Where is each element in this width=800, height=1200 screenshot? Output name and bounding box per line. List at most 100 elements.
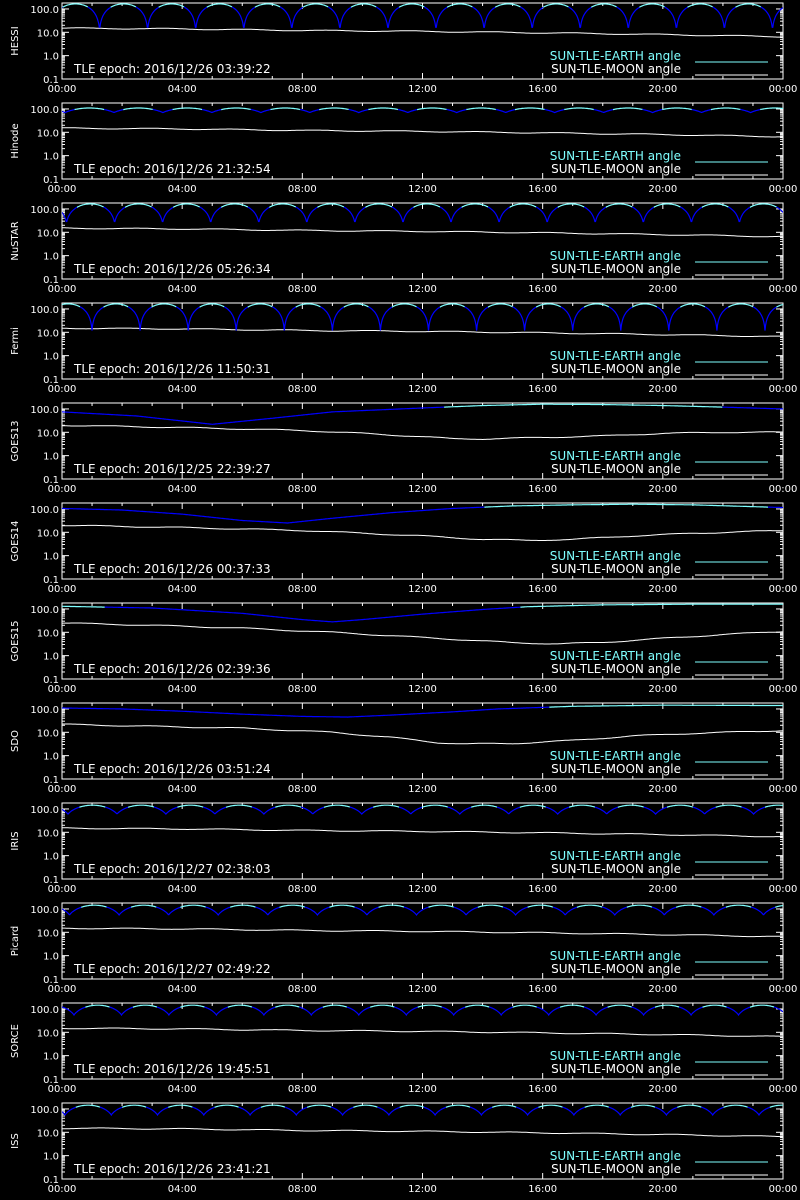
x-tick-label: 00:00 <box>769 284 798 295</box>
x-tick-label: 00:00 <box>48 184 77 195</box>
y-tick-label: 10.0 <box>37 628 59 639</box>
sun-tle-earth-line <box>85 1004 775 1008</box>
panel-satellite-name: GOES13 <box>10 420 21 461</box>
y-tick-label: 1.0 <box>43 52 59 63</box>
panel-satellite-name: HESSI <box>10 26 21 55</box>
legend-moon-label: SUN-TLE-MOON angle <box>551 762 681 776</box>
legend-moon-label: SUN-TLE-MOON angle <box>551 462 681 476</box>
x-tick-label: 16:00 <box>528 284 557 295</box>
x-tick-label: 20:00 <box>648 584 677 595</box>
y-tick-label: 100.0 <box>30 1105 59 1116</box>
sun-tle-earth-line-shadowed <box>62 506 783 524</box>
x-tick-label: 16:00 <box>528 384 557 395</box>
sun-tle-moon-line <box>62 1027 783 1037</box>
y-tick-label: 0.1 <box>43 975 59 986</box>
legend-earth-label: SUN-TLE-EARTH angle <box>550 449 681 463</box>
y-tick-label: 10.0 <box>37 928 59 939</box>
sun-tle-moon-line <box>62 227 783 238</box>
sun-tle-earth-line-shadowed <box>62 108 761 114</box>
legend-moon-label: SUN-TLE-MOON angle <box>551 962 681 976</box>
y-tick-label: 100.0 <box>30 1005 59 1016</box>
y-tick-label: 10.0 <box>37 1028 59 1039</box>
sun-tle-earth-line-shadowed <box>62 1106 770 1117</box>
sun-tle-moon-line <box>62 723 783 745</box>
y-tick-label: 100.0 <box>30 205 59 216</box>
x-tick-label: 00:00 <box>769 184 798 195</box>
x-tick-label: 00:00 <box>48 484 77 495</box>
x-tick-label: 08:00 <box>288 784 317 795</box>
x-tick-label: 08:00 <box>288 1084 317 1095</box>
y-tick-label: 100.0 <box>30 505 59 516</box>
x-tick-label: 04:00 <box>168 584 197 595</box>
legend-earth-label: SUN-TLE-EARTH angle <box>550 349 681 363</box>
y-tick-label: 1.0 <box>43 452 59 463</box>
tle-epoch-text: TLE epoch: 2016/12/25 22:39:27 <box>73 462 271 476</box>
legend-moon-label: SUN-TLE-MOON angle <box>551 662 681 676</box>
y-tick-label: 0.1 <box>43 375 59 386</box>
x-tick-label: 08:00 <box>288 584 317 595</box>
y-tick-label: 100.0 <box>30 405 59 416</box>
x-tick-label: 16:00 <box>528 884 557 895</box>
y-tick-label: 0.1 <box>43 775 59 786</box>
y-tick-label: 0.1 <box>43 1175 59 1186</box>
x-tick-label: 08:00 <box>288 284 317 295</box>
x-tick-label: 16:00 <box>528 984 557 995</box>
x-tick-label: 04:00 <box>168 884 197 895</box>
legend-earth-label: SUN-TLE-EARTH angle <box>550 1049 681 1063</box>
x-tick-label: 00:00 <box>769 884 798 895</box>
x-tick-label: 16:00 <box>528 184 557 195</box>
sun-tle-earth-line-shadowed <box>62 6 783 28</box>
x-tick-label: 16:00 <box>528 784 557 795</box>
x-tick-label: 20:00 <box>648 784 677 795</box>
x-tick-label: 12:00 <box>408 84 437 95</box>
tle-epoch-text: TLE epoch: 2016/12/27 02:38:03 <box>73 862 271 876</box>
x-tick-label: 16:00 <box>528 484 557 495</box>
legend-moon-label: SUN-TLE-MOON angle <box>551 862 681 876</box>
tle-epoch-text: TLE epoch: 2016/12/27 02:49:22 <box>73 962 271 976</box>
x-tick-label: 16:00 <box>528 1084 557 1095</box>
y-tick-label: 10.0 <box>37 728 59 739</box>
x-tick-label: 00:00 <box>48 684 77 695</box>
x-tick-label: 00:00 <box>769 784 798 795</box>
sun-tle-earth-line-shadowed <box>62 706 550 718</box>
x-tick-label: 04:00 <box>168 384 197 395</box>
panel-iss: 100.010.01.00.100:00 04:00 08:00 12:00 16:00… <box>10 1102 797 1195</box>
sun-tle-moon-line <box>62 927 783 938</box>
x-tick-label: 20:00 <box>648 484 677 495</box>
x-tick-label: 08:00 <box>288 84 317 95</box>
legend-earth-label: SUN-TLE-EARTH angle <box>550 149 681 163</box>
x-tick-label: 16:00 <box>528 584 557 595</box>
sun-tle-earth-line-shadowed <box>104 606 521 623</box>
x-tick-label: 20:00 <box>648 984 677 995</box>
y-tick-label: 1.0 <box>43 1052 59 1063</box>
panel-satellite-name: Hinode <box>10 123 21 158</box>
x-tick-label: 08:00 <box>288 384 317 395</box>
sun-tle-moon-line <box>62 127 783 138</box>
y-tick-label: 0.1 <box>43 475 59 486</box>
panel-satellite-name: NuSTAR <box>10 221 21 260</box>
x-tick-label: 00:00 <box>48 584 77 595</box>
sun-tle-moon-line <box>62 622 783 645</box>
x-tick-label: 20:00 <box>648 684 677 695</box>
legend-earth-label: SUN-TLE-EARTH angle <box>550 549 681 563</box>
tle-epoch-text: TLE epoch: 2016/12/26 03:39:22 <box>73 62 271 76</box>
x-tick-label: 04:00 <box>168 84 197 95</box>
panel-goes14: 100.010.01.00.100:00 04:00 08:00 12:00 16:00… <box>10 502 797 595</box>
panel-goes13: 100.010.01.00.100:00 04:00 08:00 12:00 16:00… <box>10 402 797 495</box>
sun-tle-earth-line <box>62 603 783 608</box>
panel-satellite-name: GOES15 <box>10 620 21 661</box>
x-tick-label: 20:00 <box>648 384 677 395</box>
sun-tle-earth-line <box>79 804 783 808</box>
x-tick-label: 20:00 <box>648 84 677 95</box>
x-tick-label: 04:00 <box>168 984 197 995</box>
sun-tle-earth-line <box>76 203 777 208</box>
panel-hinode: 100.010.01.00.100:00 04:00 08:00 12:00 16:00… <box>10 102 798 195</box>
y-tick-label: 100.0 <box>30 705 59 716</box>
x-tick-label: 08:00 <box>288 184 317 195</box>
x-tick-label: 04:00 <box>168 684 197 695</box>
y-tick-label: 100.0 <box>30 905 59 916</box>
panel-sorce: 100.010.01.00.100:00 04:00 08:00 12:00 16:00… <box>10 1002 797 1095</box>
y-tick-label: 10.0 <box>37 28 59 39</box>
y-tick-label: 1.0 <box>43 352 59 363</box>
x-tick-label: 08:00 <box>288 984 317 995</box>
